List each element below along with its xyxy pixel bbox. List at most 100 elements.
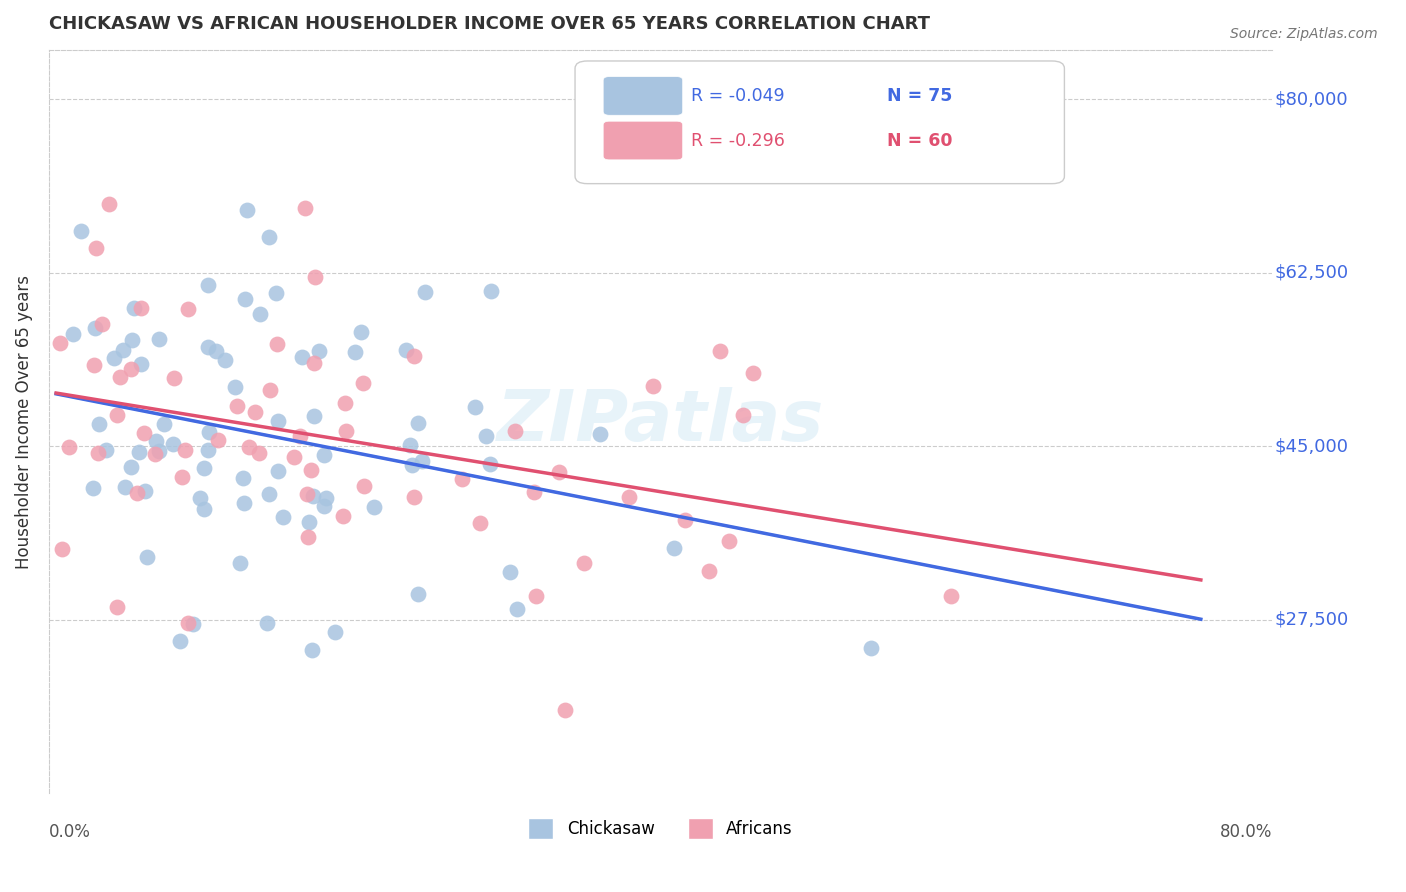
Point	[350, 325, 373, 339]
Point	[120, 460, 142, 475]
Point	[401, 458, 423, 472]
Point	[197, 443, 219, 458]
Point	[84, 320, 107, 334]
Point	[470, 516, 492, 530]
Point	[172, 469, 194, 483]
Point	[58, 440, 80, 454]
Point	[451, 471, 474, 485]
Point	[267, 414, 290, 428]
Point	[87, 446, 110, 460]
Point	[308, 343, 330, 358]
Point	[129, 357, 152, 371]
Point	[523, 484, 546, 499]
Point	[214, 353, 236, 368]
Point	[395, 343, 418, 357]
Point	[479, 285, 502, 299]
Point	[177, 615, 200, 630]
Point	[697, 564, 720, 578]
Point	[363, 500, 385, 514]
Point	[411, 454, 433, 468]
Point	[499, 565, 522, 579]
Point	[619, 491, 641, 505]
Point	[332, 509, 354, 524]
Point	[299, 463, 322, 477]
Point	[193, 460, 215, 475]
Point	[301, 642, 323, 657]
Point	[323, 625, 346, 640]
Point	[406, 586, 429, 600]
Point	[353, 479, 375, 493]
Point	[404, 349, 426, 363]
Point	[259, 230, 281, 244]
Point	[236, 203, 259, 218]
Point	[153, 417, 176, 432]
Point	[162, 436, 184, 450]
Text: $27,500: $27,500	[1275, 611, 1350, 629]
Point	[193, 502, 215, 516]
Point	[264, 286, 287, 301]
Point	[132, 425, 155, 440]
Text: N = 60: N = 60	[887, 131, 952, 150]
Point	[135, 550, 157, 565]
Point	[121, 333, 143, 347]
Point	[145, 434, 167, 448]
Point	[859, 641, 882, 656]
Point	[233, 292, 256, 306]
Point	[197, 340, 219, 354]
Point	[105, 599, 128, 614]
Point	[939, 590, 962, 604]
Point	[224, 379, 246, 393]
Text: 0.0%: 0.0%	[49, 823, 91, 841]
Point	[128, 444, 150, 458]
Point	[62, 327, 84, 342]
Point	[98, 196, 121, 211]
Point	[233, 496, 256, 510]
Point	[402, 490, 425, 504]
Point	[302, 409, 325, 424]
Point	[291, 350, 314, 364]
Point	[259, 487, 281, 501]
Point	[134, 484, 156, 499]
Point	[406, 416, 429, 430]
Text: R = -0.049: R = -0.049	[692, 87, 785, 105]
Point	[91, 317, 114, 331]
Point	[205, 344, 228, 359]
Point	[148, 443, 170, 458]
Point	[297, 487, 319, 501]
Point	[51, 541, 73, 556]
Point	[163, 371, 186, 385]
Text: Source: ZipAtlas.com: Source: ZipAtlas.com	[1230, 27, 1378, 41]
Point	[256, 616, 278, 631]
Point	[718, 533, 741, 548]
Point	[197, 277, 219, 292]
Point	[174, 442, 197, 457]
Text: ZIPatlas: ZIPatlas	[496, 387, 824, 456]
Text: 80.0%: 80.0%	[1220, 823, 1272, 841]
Point	[474, 429, 496, 443]
Point	[271, 510, 294, 524]
Point	[125, 485, 148, 500]
FancyBboxPatch shape	[575, 61, 1064, 184]
Point	[641, 379, 664, 393]
Point	[124, 301, 146, 315]
Point	[554, 702, 576, 716]
Point	[298, 515, 321, 529]
Point	[709, 343, 731, 358]
Point	[314, 499, 336, 513]
FancyBboxPatch shape	[603, 77, 683, 115]
Text: R = -0.296: R = -0.296	[692, 131, 785, 150]
Point	[731, 408, 754, 422]
Point	[302, 356, 325, 370]
Point	[143, 447, 166, 461]
Point	[232, 471, 254, 485]
Point	[302, 489, 325, 503]
Point	[314, 448, 336, 462]
Point	[225, 399, 247, 413]
Point	[169, 634, 191, 648]
Point	[503, 425, 526, 439]
Point	[343, 345, 366, 359]
Text: $62,500: $62,500	[1275, 264, 1348, 282]
Point	[266, 337, 288, 351]
Point	[398, 438, 420, 452]
Point	[207, 433, 229, 447]
